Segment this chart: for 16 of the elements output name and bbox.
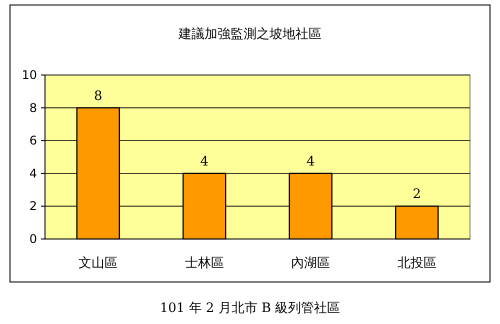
chart-title: 建議加強監測之坡地社區 xyxy=(178,27,322,42)
x-tick-label: 北投區 xyxy=(397,256,436,271)
y-tick-label: 0 xyxy=(29,232,37,246)
y-tick-label: 4 xyxy=(29,166,37,180)
y-tick-label: 6 xyxy=(29,134,37,148)
y-tick-label: 2 xyxy=(29,199,37,214)
data-label: 8 xyxy=(94,88,102,104)
x-tick-label: 內湖區 xyxy=(291,256,330,271)
data-label: 4 xyxy=(306,154,315,170)
text: 101 年 2 月北市 B 級列管社區 xyxy=(160,301,340,316)
y-tick-label: 10 xyxy=(22,68,37,82)
data-label: 2 xyxy=(412,187,422,202)
data-label: 4 xyxy=(200,154,209,170)
x-tick-label: 文山區 xyxy=(78,256,118,271)
y-tick-label: 8 xyxy=(29,100,37,115)
x-tick-label: 士林區 xyxy=(184,256,224,271)
